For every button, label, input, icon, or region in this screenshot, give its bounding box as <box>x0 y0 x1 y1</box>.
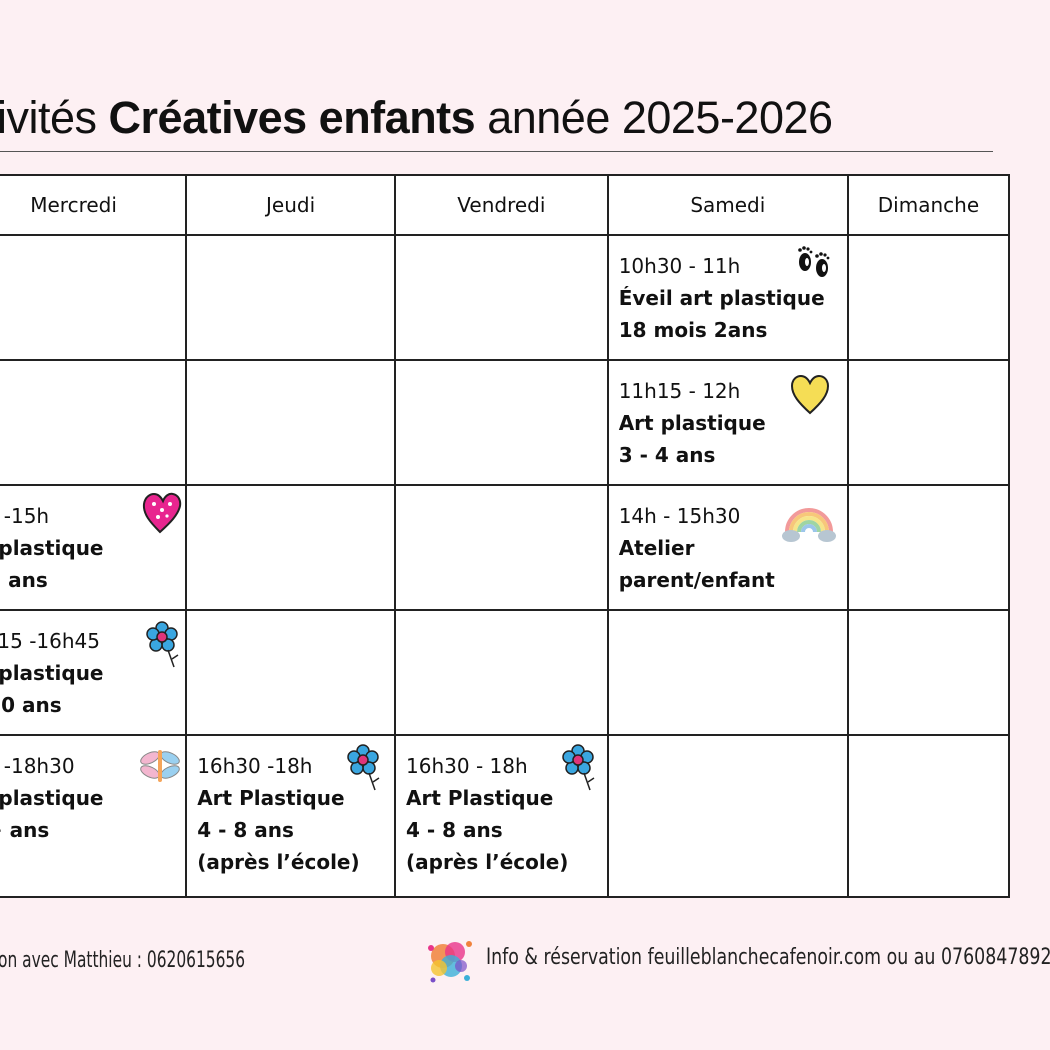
slot-art-plastique-wed-17h[interactable]: 7h -18h30 rt plastique 1+ ans <box>0 734 188 898</box>
slot-art-plastique-3-4[interactable]: 11h15 - 12h Art plastique 3 - 4 ans <box>606 359 849 486</box>
slot-age: - 10 ans <box>0 693 62 717</box>
header-dimanche: Dimanche <box>846 174 1011 236</box>
slot-time: 14h - 15h30 <box>618 504 741 528</box>
cell-empty <box>606 734 849 898</box>
header-vendredi: Vendredi <box>394 174 609 236</box>
slot-name: rt plastique <box>0 536 104 560</box>
cell-empty <box>846 234 1011 361</box>
slot-time: 7h -18h30 <box>0 754 75 778</box>
cell-empty <box>185 609 397 736</box>
rainbow-icon <box>781 508 836 542</box>
dragonfly-icon <box>140 750 180 782</box>
title-suffix: année 2025-2026 <box>475 92 833 143</box>
slot-age: 4 - 8 ans <box>406 818 503 842</box>
footer-contact-matthieu: on avec Matthieu : 0620615656 <box>0 948 246 973</box>
title-bold: Créatives enfants <box>108 92 476 143</box>
slot-art-plastique-fri[interactable]: 16h30 - 18h Art Plastique 4 - 8 ans (apr… <box>394 734 609 898</box>
schedule-table: Mercredi Jeudi Vendredi Samedi Dimanche … <box>0 174 1011 898</box>
slot-age: 3 - 4 ans <box>618 443 716 467</box>
blue-flower-icon <box>562 744 595 791</box>
blue-flower-icon <box>347 744 380 791</box>
cell-empty <box>846 609 1011 736</box>
slot-age: - 5 ans <box>0 568 48 592</box>
blue-flower-icon <box>146 621 179 668</box>
title-prefix: ivités <box>0 92 109 143</box>
slot-time: 16h30 - 18h <box>406 754 528 778</box>
slot-name: Art plastique <box>618 411 766 435</box>
slot-name: Éveil art plastique <box>618 286 825 310</box>
cell-empty <box>394 484 609 611</box>
slot-atelier-parent-enfant[interactable]: 14h - 15h30 Atelier parent/enfant <box>606 484 849 611</box>
slot-name: Art Plastique <box>197 786 345 810</box>
slot-time: 10h30 - 11h <box>618 254 741 278</box>
title-underline <box>0 151 993 152</box>
slot-note: (après l’école) <box>406 850 569 874</box>
slot-art-plastique-wed-15h15[interactable]: 5h15 -16h45 rt plastique - 10 ans <box>0 609 188 736</box>
cell-empty <box>846 734 1011 898</box>
header-mercredi: Mercredi <box>0 174 188 236</box>
slot-name: rt plastique <box>0 786 104 810</box>
slot-age: parent/enfant <box>618 568 775 592</box>
cell-empty <box>394 359 609 486</box>
footprints-icon <box>797 246 830 277</box>
slot-time: 5h15 -16h45 <box>0 629 100 653</box>
cell-empty <box>846 359 1011 486</box>
cell-empty <box>846 484 1011 611</box>
slot-time: 16h30 -18h <box>197 754 313 778</box>
cell-empty <box>0 234 188 361</box>
slot-age: 4 - 8 ans <box>197 818 294 842</box>
cell-empty <box>606 609 849 736</box>
slot-art-plastique-wed-14h[interactable]: 4h -15h rt plastique - 5 ans <box>0 484 188 611</box>
paint-splash-icon <box>428 941 472 983</box>
slot-name: Art Plastique <box>406 786 554 810</box>
slot-name: rt plastique <box>0 661 104 685</box>
cell-empty <box>185 484 397 611</box>
header-jeudi: Jeudi <box>185 174 397 236</box>
pink-heart-icon <box>142 492 182 534</box>
cell-empty <box>394 609 609 736</box>
slot-name: Atelier <box>618 536 695 560</box>
slot-age: 18 mois 2ans <box>618 318 768 342</box>
slot-time: 4h -15h <box>0 504 50 528</box>
cell-empty <box>0 359 188 486</box>
page-title: ivités Créatives enfants année 2025-2026 <box>0 88 833 148</box>
header-samedi: Samedi <box>606 174 849 236</box>
slot-age: 1+ ans <box>0 818 50 842</box>
slot-art-plastique-thu[interactable]: 16h30 -18h Art Plastique 4 - 8 ans (aprè… <box>185 734 397 898</box>
cell-empty <box>394 234 609 361</box>
slot-time: 11h15 - 12h <box>618 379 741 403</box>
footer-info-reservation: Info & réservation feuilleblanchecafenoi… <box>486 945 1050 970</box>
slot-eveil-art-plastique[interactable]: 10h30 - 11h Éveil art plastique 18 mois … <box>606 234 849 361</box>
yellow-heart-icon <box>790 374 829 415</box>
cell-empty <box>185 234 397 361</box>
slot-note: (après l’école) <box>197 850 360 874</box>
cell-empty <box>185 359 397 486</box>
